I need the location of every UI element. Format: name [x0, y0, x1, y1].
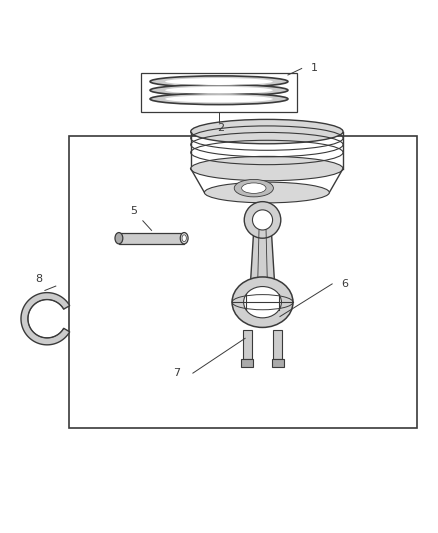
Ellipse shape	[244, 201, 281, 238]
Bar	[241, 359, 253, 367]
Ellipse shape	[115, 232, 123, 244]
Ellipse shape	[150, 85, 288, 96]
Ellipse shape	[182, 235, 186, 241]
Ellipse shape	[191, 119, 343, 144]
Bar	[243, 329, 252, 359]
Ellipse shape	[252, 210, 272, 230]
Ellipse shape	[165, 95, 273, 102]
Text: 1: 1	[311, 63, 318, 74]
Bar	[69, 136, 417, 427]
Bar	[141, 73, 297, 112]
Text: 2: 2	[218, 123, 225, 133]
Ellipse shape	[150, 93, 288, 104]
Ellipse shape	[205, 182, 329, 203]
Polygon shape	[250, 214, 276, 299]
Ellipse shape	[232, 277, 293, 327]
Bar	[119, 232, 184, 244]
Text: 8: 8	[35, 274, 43, 284]
Ellipse shape	[180, 232, 188, 244]
Bar	[272, 359, 284, 367]
Ellipse shape	[242, 183, 266, 193]
Text: 5: 5	[131, 206, 138, 216]
Ellipse shape	[165, 87, 273, 94]
Ellipse shape	[244, 287, 281, 318]
Text: 6: 6	[341, 279, 348, 289]
Ellipse shape	[165, 78, 273, 85]
Ellipse shape	[150, 76, 288, 87]
Ellipse shape	[234, 180, 273, 197]
Ellipse shape	[191, 156, 343, 181]
Bar	[273, 329, 282, 359]
Polygon shape	[21, 293, 70, 345]
Text: 7: 7	[173, 368, 180, 378]
